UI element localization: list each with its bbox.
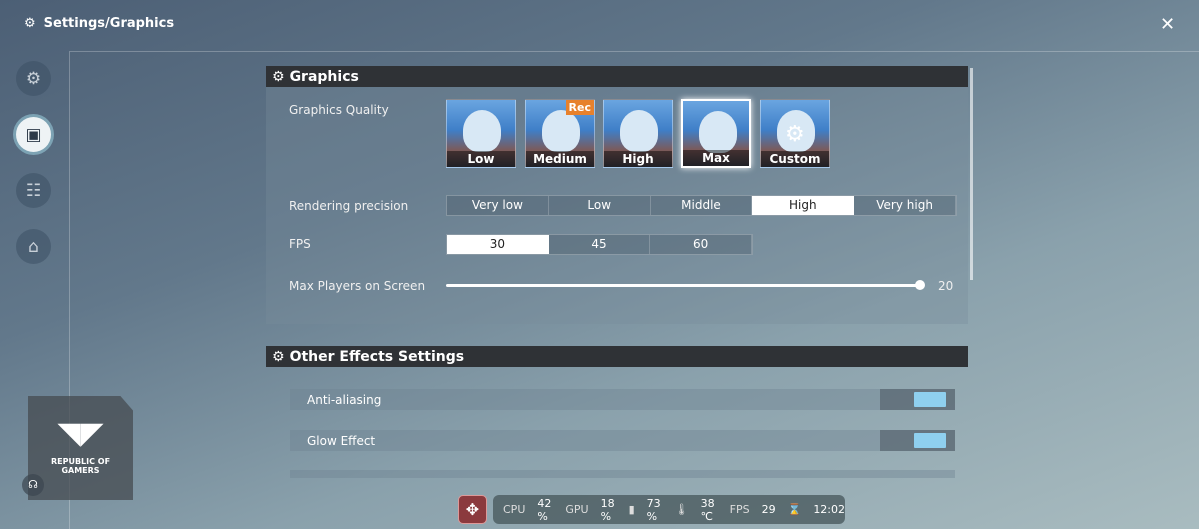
rog-logo: ◥◤ REPUBLIC OF GAMERS: [28, 396, 133, 500]
sidebar-item-general[interactable]: ⚙: [16, 61, 51, 96]
quality-option-max[interactable]: Max: [681, 99, 751, 168]
thermometer-icon: 🌡: [674, 503, 689, 516]
setting-row-anti-aliasing: Anti-aliasing: [290, 389, 955, 410]
rendering-option[interactable]: Very high: [854, 196, 956, 215]
gpu-icon: GPU: [565, 503, 589, 516]
setting-row-glow-effect: Glow Effect: [290, 430, 955, 451]
page-title: ⚙ Settings/Graphics: [24, 16, 175, 31]
rendering-precision-label: Rendering precision: [289, 199, 409, 213]
move-arrows-icon: ✥: [465, 500, 480, 519]
max-players-label: Max Players on Screen: [289, 279, 426, 293]
anti-aliasing-toggle[interactable]: [880, 389, 955, 410]
rec-badge: Rec: [565, 100, 594, 115]
headset-icon[interactable]: ☊: [22, 474, 44, 496]
rendering-precision-selector: Very low Low Middle High Very high: [446, 195, 957, 216]
move-button[interactable]: ✥: [458, 495, 487, 524]
gear-icon: ⚙: [785, 122, 805, 147]
sidebar-item-graphics[interactable]: ▣: [16, 117, 51, 152]
hourglass-icon: ⌛: [787, 503, 802, 516]
home-icon: ⌂: [28, 236, 39, 257]
max-players-slider[interactable]: [446, 284, 920, 287]
quality-option-high[interactable]: High: [603, 99, 673, 168]
fps-label: FPS: [289, 237, 311, 251]
rendering-option[interactable]: High: [752, 196, 855, 215]
cpu-icon: CPU: [503, 503, 526, 516]
divider: [69, 51, 70, 529]
battery-icon: ▮: [628, 503, 635, 516]
fps-option[interactable]: 60: [650, 235, 753, 254]
setting-row-partial: [290, 470, 955, 478]
collapse-icon[interactable]: ✕: [1160, 14, 1176, 35]
rendering-option[interactable]: Middle: [651, 196, 753, 215]
rendering-option[interactable]: Very low: [447, 196, 549, 215]
other-effects-section: ⚙ Other Effects Settings: [266, 346, 968, 367]
scrollbar[interactable]: [970, 68, 973, 280]
section-header: ⚙ Other Effects Settings: [266, 346, 968, 367]
gear-wrench-icon: ⚙: [25, 68, 42, 89]
image-icon: ▣: [25, 124, 42, 145]
rendering-option[interactable]: Low: [549, 196, 651, 215]
performance-status-bar: CPU 42 % GPU 18 % ▮ 73 % 🌡 38 ℃ FPS 29 ⌛ 12:02: [493, 495, 845, 524]
network-icon: ☷: [25, 180, 42, 201]
gear-icon: ⚙: [272, 348, 285, 365]
section-header: ⚙ Graphics: [266, 66, 968, 87]
quality-option-low[interactable]: Low: [446, 99, 516, 168]
fps-selector: 30 45 60: [446, 234, 753, 255]
slider-handle[interactable]: [915, 280, 925, 290]
gear-wrench-icon: ⚙: [24, 16, 36, 31]
fps-option[interactable]: 45: [549, 235, 651, 254]
sidebar-item-home[interactable]: ⌂: [16, 229, 51, 264]
fps-option[interactable]: 30: [447, 235, 549, 254]
fps-icon: FPS: [729, 503, 750, 516]
quality-option-custom[interactable]: ⚙ Custom: [760, 99, 830, 168]
gear-icon: ⚙: [272, 68, 285, 85]
graphics-quality-label: Graphics Quality: [289, 103, 389, 117]
divider: [70, 51, 1199, 52]
sidebar-item-network[interactable]: ☷: [16, 173, 51, 208]
glow-effect-toggle[interactable]: [880, 430, 955, 451]
max-players-value: 20: [938, 279, 954, 293]
quality-option-medium[interactable]: Rec Medium: [525, 99, 595, 168]
